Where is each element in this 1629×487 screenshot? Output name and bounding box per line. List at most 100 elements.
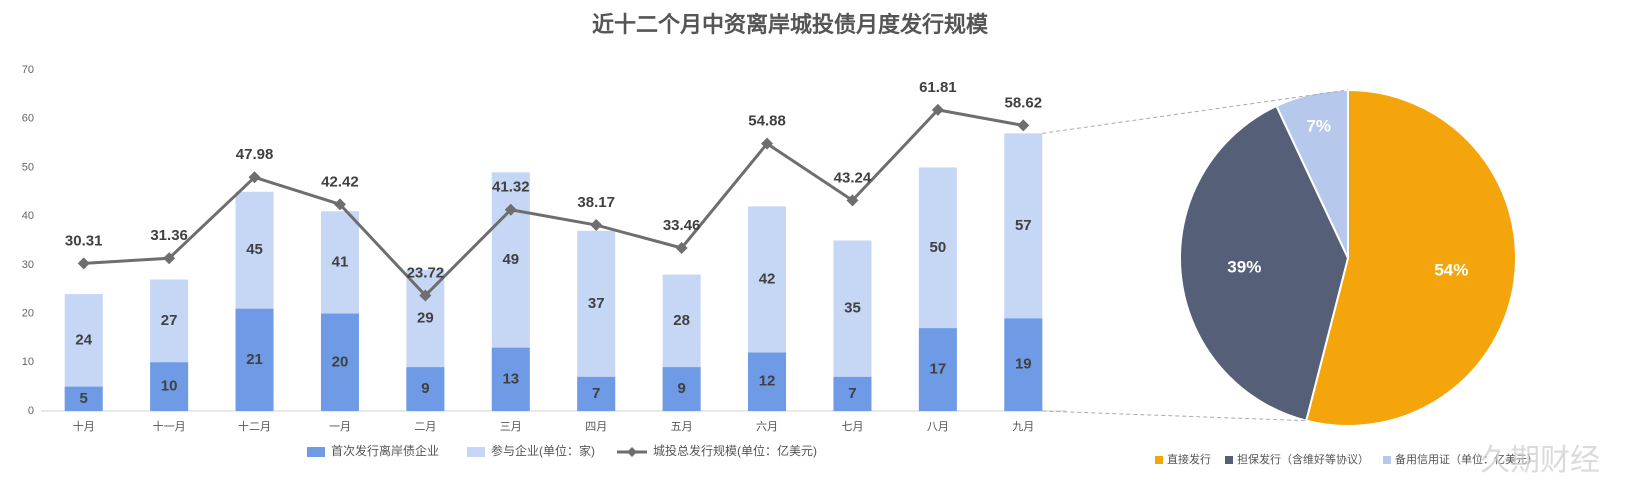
data-label: 41 — [332, 253, 349, 270]
legend-swatch — [1225, 456, 1233, 464]
line-marker — [77, 257, 90, 270]
bar — [406, 367, 445, 411]
y-tick-label: 70 — [22, 64, 34, 76]
pie-slice — [1305, 88, 1517, 427]
data-label: 42 — [759, 270, 776, 287]
connector — [1042, 410, 1307, 422]
x-tick-label: 二月 — [414, 421, 436, 433]
data-label: 49 — [502, 251, 519, 268]
data-label: 17 — [930, 361, 947, 378]
data-label: 37 — [588, 295, 605, 312]
data-label: 9 — [421, 380, 429, 397]
data-label: 27 — [161, 312, 178, 329]
bar — [150, 362, 189, 411]
data-label: 13 — [502, 370, 519, 387]
data-label: 57 — [1015, 217, 1032, 234]
x-tick-label: 八月 — [927, 421, 949, 433]
x-tick-label: 七月 — [841, 420, 863, 433]
y-tick-label: 50 — [22, 161, 34, 173]
data-label: 29 — [417, 309, 434, 326]
data-label: 47.98 — [236, 146, 274, 163]
x-tick-label: 一月 — [329, 421, 351, 433]
bar — [1004, 318, 1043, 411]
line-marker — [761, 137, 774, 150]
data-label: 33.46 — [663, 217, 701, 234]
data-label: 7 — [848, 385, 856, 402]
data-label: 54.88 — [748, 113, 786, 130]
legend-label: 直接发行 — [1167, 452, 1211, 466]
line-marker — [504, 203, 517, 216]
bar — [235, 308, 274, 411]
line-marker — [333, 198, 346, 211]
x-tick-label: 三月 — [500, 421, 522, 433]
data-label: 50 — [930, 239, 947, 256]
data-label: 42.42 — [321, 173, 359, 190]
data-label: 10 — [161, 378, 178, 395]
data-label: 41.32 — [492, 179, 530, 196]
data-label: 21 — [246, 351, 263, 368]
legend-label: 备用信用证（单位：亿美元） — [1395, 452, 1538, 466]
y-tick-label: 10 — [22, 356, 34, 368]
data-label: 54% — [1434, 261, 1468, 280]
data-label: 7 — [592, 385, 600, 402]
legend-swatch — [467, 447, 486, 457]
bar — [748, 352, 787, 411]
data-label: 23.72 — [407, 264, 445, 281]
line-marker — [590, 219, 603, 232]
x-tick-label: 九月 — [1012, 420, 1034, 433]
data-label: 12 — [759, 373, 776, 390]
connector — [1042, 89, 1349, 134]
line-marker — [846, 194, 859, 207]
x-tick-label: 六月 — [756, 420, 778, 433]
x-tick-label: 十一月 — [153, 419, 186, 433]
y-tick-label: 0 — [28, 405, 34, 417]
data-label: 9 — [677, 380, 685, 397]
bar — [577, 376, 616, 411]
bar — [662, 367, 701, 411]
data-label: 19 — [1015, 356, 1032, 373]
y-tick-label: 40 — [22, 210, 34, 222]
bar — [320, 313, 359, 411]
bar — [833, 376, 872, 411]
data-label: 30.31 — [65, 232, 103, 249]
line — [83, 108, 1024, 298]
legend-label: 城投总发行规模(单位：亿美元) — [653, 443, 817, 458]
data-label: 7% — [1306, 116, 1331, 135]
line-marker — [931, 103, 944, 116]
legend-marker — [627, 447, 638, 457]
y-tick-label: 20 — [22, 307, 34, 319]
data-label: 35 — [844, 300, 861, 317]
data-label: 5 — [80, 390, 88, 407]
data-label: 39% — [1227, 257, 1261, 276]
x-tick-label: 十月 — [73, 419, 95, 433]
watermark: 久期财经 — [1480, 444, 1600, 477]
data-label: 45 — [246, 241, 263, 258]
data-label: 28 — [673, 312, 690, 329]
legend-label: 担保发行（含维好等协议） — [1237, 452, 1369, 466]
data-label: 58.62 — [1005, 94, 1043, 111]
legend-label: 参与企业(单位：家) — [491, 443, 595, 458]
legend-swatch — [1383, 456, 1391, 464]
data-label: 20 — [332, 353, 349, 370]
legend-swatch — [1155, 456, 1163, 464]
pie-slice — [1179, 104, 1350, 422]
line-marker — [163, 252, 176, 265]
x-tick-label: 五月 — [671, 421, 693, 433]
data-label: 43.24 — [834, 169, 872, 186]
legend-swatch — [307, 447, 325, 457]
data-label: 38.17 — [577, 194, 615, 211]
data-label: 24 — [75, 331, 92, 348]
y-tick-label: 30 — [22, 259, 34, 271]
bar — [491, 347, 530, 411]
line-marker — [419, 289, 432, 302]
y-tick-label: 60 — [22, 113, 34, 125]
line-marker — [675, 242, 688, 255]
chart-title: 近十二个月中资离岸城投债月度发行规模 — [592, 12, 989, 37]
line-marker — [248, 171, 261, 184]
line-marker — [1017, 119, 1030, 132]
data-label: 31.36 — [150, 227, 188, 244]
x-tick-label: 四月 — [585, 421, 607, 433]
bar — [918, 328, 957, 411]
x-tick-label: 十二月 — [238, 419, 271, 433]
